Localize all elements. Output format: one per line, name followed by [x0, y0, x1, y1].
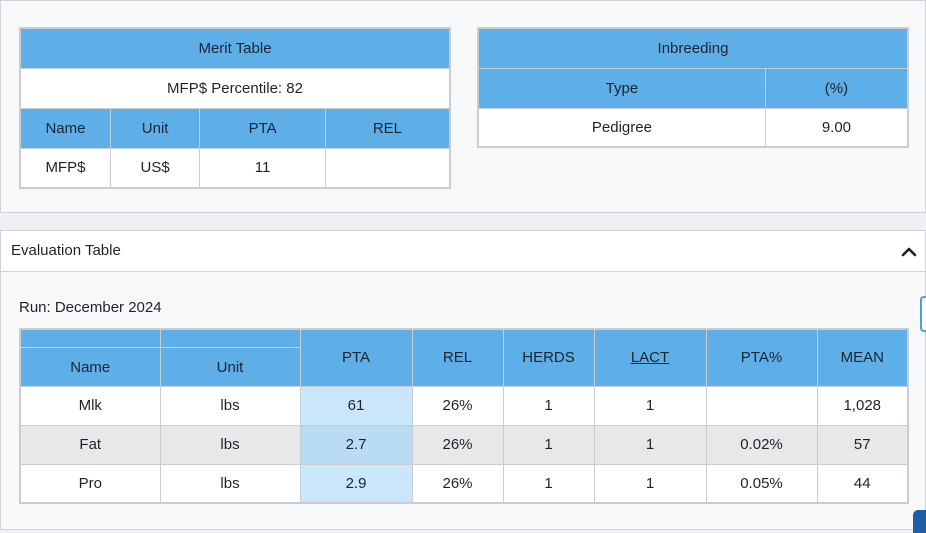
cell-unit: lbs	[159, 424, 301, 465]
eval-col-rel: REL	[411, 328, 504, 387]
run-date: Run: December 2024	[19, 299, 162, 316]
cell-unit: lbs	[159, 463, 301, 504]
eval-col-herds: HERDS	[502, 328, 595, 387]
evaluation-table: Name Unit PTA REL HERDS LACT PTA% MEAN M…	[19, 328, 909, 504]
chevron-up-icon[interactable]	[899, 243, 919, 261]
eval-col-name: Name	[19, 329, 161, 387]
floating-action-button[interactable]	[913, 510, 926, 533]
inbreeding-col-type: Type	[477, 67, 766, 109]
cell-mean: 44	[816, 463, 909, 504]
eval-col-lact[interactable]: LACT	[593, 328, 707, 387]
cell-herds: 1	[502, 463, 595, 504]
table-row: Pro lbs 2.9 26% 1 1 0.05% 44	[19, 463, 909, 504]
evaluation-section-header[interactable]: Evaluation Table	[0, 230, 926, 272]
merit-col-name: Name	[19, 107, 111, 149]
cell-rel: 26%	[411, 424, 504, 465]
merit-col-unit: Unit	[109, 107, 201, 149]
evaluation-section-body: Run: December 2024 Name Unit PTA REL HER…	[0, 272, 926, 530]
merit-table: Merit Table MFP$ Percentile: 82 Name Uni…	[19, 27, 451, 189]
cell-name: Fat	[19, 424, 161, 465]
cell-pta: 61	[299, 385, 413, 426]
cell-unit: lbs	[159, 385, 301, 426]
eval-col-pta-percent: PTA%	[705, 328, 818, 387]
eval-col-unit: Unit	[159, 328, 301, 387]
merit-col-rel: REL	[324, 107, 451, 149]
cell-pta: 2.9	[299, 463, 413, 504]
inbreeding-table-title: Inbreeding	[477, 27, 909, 69]
cell-mean: 57	[816, 424, 909, 465]
lact-link[interactable]: LACT	[630, 349, 670, 367]
cell-mean: 1,028	[816, 385, 909, 426]
cell-herds: 1	[502, 424, 595, 465]
merit-percentile: MFP$ Percentile: 82	[19, 67, 451, 109]
table-row: Mlk lbs 61 26% 1 1 1,028	[19, 385, 909, 426]
inbreeding-cell-value: 9.00	[764, 107, 909, 148]
cell-lact: 1	[593, 424, 707, 465]
side-tab-handle[interactable]	[920, 296, 926, 332]
merit-cell-unit: US$	[109, 147, 201, 189]
eval-col-pta: PTA	[299, 328, 413, 387]
cell-lact: 1	[593, 385, 707, 426]
inbreeding-row: Pedigree 9.00	[477, 107, 909, 148]
cell-rel: 26%	[411, 385, 504, 426]
cell-herds: 1	[502, 385, 595, 426]
cell-rel: 26%	[411, 463, 504, 504]
summary-panel: Merit Table MFP$ Percentile: 82 Name Uni…	[0, 0, 926, 213]
eval-col-mean: MEAN	[816, 328, 909, 387]
cell-name: Mlk	[19, 385, 161, 426]
merit-table-title: Merit Table	[19, 27, 451, 69]
cell-pta-percent: 0.05%	[705, 463, 818, 504]
cell-pta-percent: 0.02%	[705, 424, 818, 465]
cell-pta: 2.7	[299, 424, 413, 465]
cell-name: Pro	[19, 463, 161, 504]
cell-lact: 1	[593, 463, 707, 504]
table-row: Fat lbs 2.7 26% 1 1 0.02% 57	[19, 424, 909, 465]
merit-cell-rel	[324, 147, 451, 189]
merit-col-pta: PTA	[199, 107, 326, 149]
merit-cell-name: MFP$	[19, 147, 111, 189]
merit-row: MFP$ US$ 11	[19, 147, 451, 189]
evaluation-section-title: Evaluation Table	[11, 242, 121, 259]
merit-cell-pta: 11	[199, 147, 326, 189]
cell-pta-percent	[705, 385, 818, 426]
inbreeding-table: Inbreeding Type (%) Pedigree 9.00	[477, 27, 909, 148]
inbreeding-cell-type: Pedigree	[477, 107, 766, 148]
inbreeding-col-percent: (%)	[764, 67, 909, 109]
